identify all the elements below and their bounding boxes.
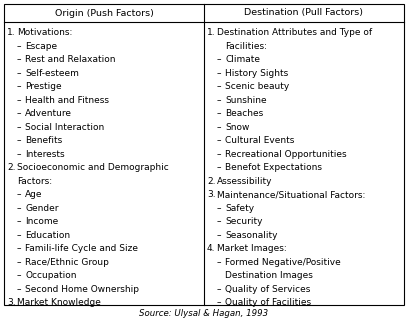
Text: Benefot Expectations: Benefot Expectations	[225, 163, 322, 172]
Text: Interests: Interests	[25, 150, 64, 159]
Text: Education: Education	[25, 231, 70, 240]
Text: –: –	[17, 42, 22, 51]
Text: –: –	[17, 82, 22, 92]
Text: Beaches: Beaches	[225, 109, 263, 118]
Text: Quality of Services: Quality of Services	[225, 285, 310, 294]
Text: Motivations:: Motivations:	[17, 28, 72, 38]
Text: –: –	[17, 285, 22, 294]
Text: –: –	[217, 299, 222, 308]
Text: Health and Fitness: Health and Fitness	[25, 96, 109, 105]
Text: Race/Ethnic Group: Race/Ethnic Group	[25, 258, 109, 267]
Text: Prestige: Prestige	[25, 82, 62, 92]
Text: Income: Income	[25, 218, 58, 226]
Text: Destination Images: Destination Images	[225, 272, 313, 280]
Text: –: –	[217, 55, 222, 65]
Text: Maintenance/Situational Factors:: Maintenance/Situational Factors:	[217, 190, 366, 199]
Text: –: –	[17, 190, 22, 199]
Text: –: –	[17, 258, 22, 267]
Text: Quality of Facilities: Quality of Facilities	[225, 299, 311, 308]
Text: –: –	[17, 218, 22, 226]
Text: –: –	[217, 285, 222, 294]
Text: Safety: Safety	[225, 204, 254, 213]
Text: 4.: 4.	[207, 245, 215, 253]
Text: –: –	[217, 96, 222, 105]
Text: 2.: 2.	[207, 177, 215, 186]
Text: 1.: 1.	[7, 28, 16, 38]
Text: Snow: Snow	[225, 123, 249, 132]
Text: Destination Attributes and Type of: Destination Attributes and Type of	[217, 28, 372, 38]
Text: –: –	[217, 109, 222, 118]
Text: –: –	[17, 96, 22, 105]
Text: Escape: Escape	[25, 42, 57, 51]
Text: –: –	[217, 163, 222, 172]
Text: Age: Age	[25, 190, 42, 199]
Text: Source: Ulysal & Hagan, 1993: Source: Ulysal & Hagan, 1993	[140, 308, 268, 317]
Text: –: –	[17, 204, 22, 213]
Text: Social Interaction: Social Interaction	[25, 123, 104, 132]
Text: Self-esteem: Self-esteem	[25, 69, 79, 78]
Text: Climate: Climate	[225, 55, 260, 65]
Text: –: –	[217, 123, 222, 132]
Text: –: –	[17, 55, 22, 65]
Text: Assessibility: Assessibility	[217, 177, 273, 186]
Text: –: –	[217, 82, 222, 92]
Text: –: –	[217, 204, 222, 213]
Text: Second Home Ownership: Second Home Ownership	[25, 285, 139, 294]
Text: Socioeconomic and Demographic: Socioeconomic and Demographic	[17, 163, 169, 172]
Text: –: –	[17, 136, 22, 145]
Text: Formed Negative/Positive: Formed Negative/Positive	[225, 258, 341, 267]
Text: –: –	[17, 123, 22, 132]
Text: Occupation: Occupation	[25, 272, 77, 280]
Text: –: –	[17, 69, 22, 78]
Text: 1.: 1.	[207, 28, 215, 38]
Text: 3.: 3.	[207, 190, 215, 199]
Text: Cultural Events: Cultural Events	[225, 136, 295, 145]
Text: –: –	[17, 109, 22, 118]
Text: 2.: 2.	[7, 163, 16, 172]
Text: –: –	[17, 231, 22, 240]
Text: Recreational Opportunities: Recreational Opportunities	[225, 150, 347, 159]
Text: Market Knowledge: Market Knowledge	[17, 299, 101, 308]
Text: Benefits: Benefits	[25, 136, 62, 145]
Text: –: –	[217, 231, 222, 240]
Text: Destination (Pull Factors): Destination (Pull Factors)	[244, 9, 364, 17]
Text: Rest and Relaxation: Rest and Relaxation	[25, 55, 115, 65]
Text: –: –	[17, 150, 22, 159]
Text: Adventure: Adventure	[25, 109, 72, 118]
Text: History Sights: History Sights	[225, 69, 288, 78]
Text: –: –	[217, 136, 222, 145]
Text: Facilities:: Facilities:	[225, 42, 267, 51]
Text: Famili-life Cycle and Size: Famili-life Cycle and Size	[25, 245, 138, 253]
Text: –: –	[217, 69, 222, 78]
Text: Factors:: Factors:	[17, 177, 52, 186]
Text: Security: Security	[225, 218, 262, 226]
Text: Sunshine: Sunshine	[225, 96, 266, 105]
Text: Market Images:: Market Images:	[217, 245, 287, 253]
Text: Scenic beauty: Scenic beauty	[225, 82, 289, 92]
Text: Gender: Gender	[25, 204, 58, 213]
Text: –: –	[17, 272, 22, 280]
Text: –: –	[217, 150, 222, 159]
Text: Origin (Push Factors): Origin (Push Factors)	[55, 9, 153, 17]
Text: –: –	[217, 258, 222, 267]
Text: –: –	[17, 245, 22, 253]
Text: 3.: 3.	[7, 299, 16, 308]
Text: Seasonality: Seasonality	[225, 231, 277, 240]
Text: –: –	[217, 218, 222, 226]
